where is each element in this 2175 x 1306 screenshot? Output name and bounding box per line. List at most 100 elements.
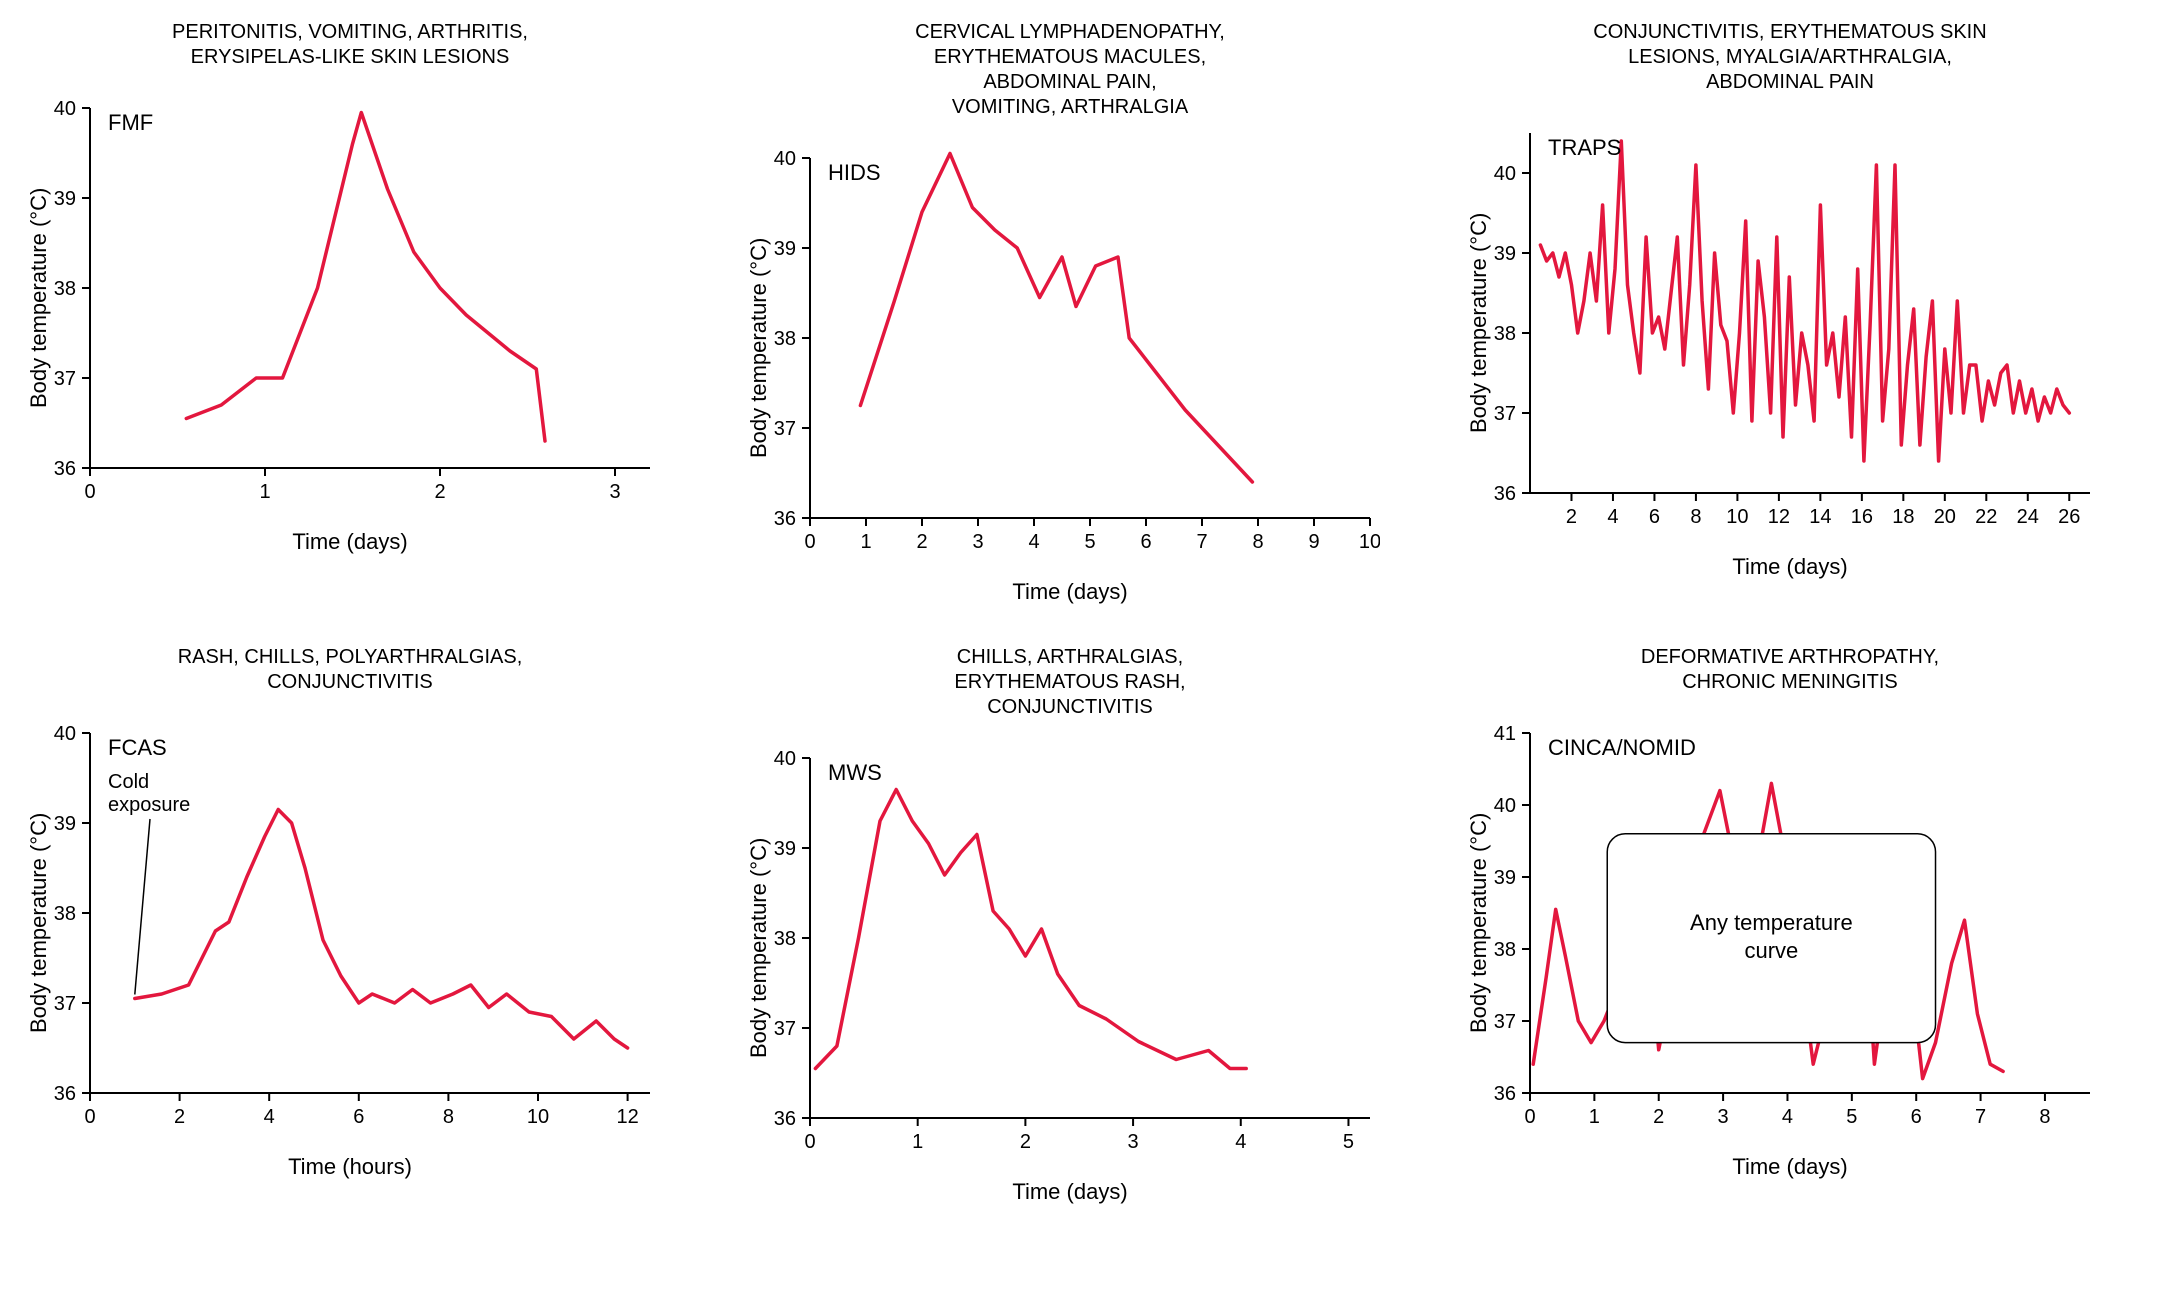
x-axis-label: Time (hours) <box>20 1154 680 1180</box>
svg-text:1: 1 <box>860 531 871 553</box>
y-axis-label: Body temperature (°C) <box>746 838 772 1058</box>
inset-label: MWS <box>828 760 882 785</box>
svg-text:36: 36 <box>1494 483 1516 505</box>
svg-text:exposure: exposure <box>108 794 190 816</box>
y-axis-label: Body temperature (°C) <box>746 238 772 458</box>
svg-text:37: 37 <box>774 418 796 440</box>
svg-text:4: 4 <box>1235 1131 1246 1153</box>
panel-title: CERVICAL LYMPHADENOPATHY, ERYTHEMATOUS M… <box>740 20 1400 120</box>
svg-text:0: 0 <box>84 481 95 503</box>
svg-text:4: 4 <box>264 1106 275 1128</box>
svg-text:18: 18 <box>1892 506 1914 528</box>
svg-text:36: 36 <box>774 508 796 530</box>
inset-label: CINCA/NOMID <box>1548 735 1696 760</box>
svg-text:36: 36 <box>1494 1083 1516 1105</box>
svg-text:0: 0 <box>804 1131 815 1153</box>
svg-text:36: 36 <box>774 1108 796 1130</box>
svg-text:2: 2 <box>1653 1106 1664 1128</box>
svg-text:1: 1 <box>912 1131 923 1153</box>
svg-text:37: 37 <box>54 368 76 390</box>
svg-text:10: 10 <box>527 1106 549 1128</box>
x-axis-label: Time (days) <box>740 579 1400 605</box>
svg-text:2: 2 <box>174 1106 185 1128</box>
svg-text:40: 40 <box>54 98 76 120</box>
svg-text:12: 12 <box>616 1106 638 1128</box>
svg-text:1: 1 <box>259 481 270 503</box>
x-axis-label: Time (days) <box>20 529 680 555</box>
y-axis-label: Body temperature (°C) <box>1466 813 1492 1033</box>
svg-text:10: 10 <box>1359 531 1380 553</box>
svg-text:0: 0 <box>84 1106 95 1128</box>
svg-text:7: 7 <box>1196 531 1207 553</box>
svg-text:5: 5 <box>1846 1106 1857 1128</box>
svg-text:40: 40 <box>1494 163 1516 185</box>
svg-text:8: 8 <box>1252 531 1263 553</box>
svg-text:38: 38 <box>1494 323 1516 345</box>
chart-cinca: 363738394041012345678CINCA/NOMIDAny temp… <box>1460 703 2100 1143</box>
svg-text:39: 39 <box>1494 243 1516 265</box>
svg-text:0: 0 <box>1524 1106 1535 1128</box>
svg-text:24: 24 <box>2017 506 2039 528</box>
panel-title: CHILLS, ARTHRALGIAS, ERYTHEMATOUS RASH, … <box>740 645 1400 720</box>
panel-title: PERITONITIS, VOMITING, ARTHRITIS, ERYSIP… <box>20 20 680 70</box>
svg-text:Any temperature: Any temperature <box>1690 910 1853 935</box>
svg-text:9: 9 <box>1308 531 1319 553</box>
svg-text:37: 37 <box>1494 403 1516 425</box>
x-axis-label: Time (days) <box>1460 554 2120 580</box>
svg-text:20: 20 <box>1934 506 1956 528</box>
inset-label: FCAS <box>108 735 167 760</box>
panel-title: CONJUNCTIVITIS, ERYTHEMATOUS SKIN LESION… <box>1460 20 2120 95</box>
svg-text:5: 5 <box>1343 1131 1354 1153</box>
svg-text:12: 12 <box>1768 506 1790 528</box>
panel-fcas: RASH, CHILLS, POLYARTHRALGIAS, CONJUNCTI… <box>20 645 680 1230</box>
y-axis-label: Body temperature (°C) <box>26 188 52 408</box>
svg-text:16: 16 <box>1851 506 1873 528</box>
svg-text:38: 38 <box>1494 939 1516 961</box>
x-axis-label: Time (days) <box>1460 1154 2120 1180</box>
inset-label: TRAPS <box>1548 135 1621 160</box>
svg-text:37: 37 <box>54 993 76 1015</box>
svg-text:39: 39 <box>774 838 796 860</box>
svg-text:4: 4 <box>1782 1106 1793 1128</box>
svg-text:38: 38 <box>774 328 796 350</box>
svg-text:36: 36 <box>54 458 76 480</box>
svg-text:2: 2 <box>916 531 927 553</box>
y-axis-label: Body temperature (°C) <box>26 813 52 1033</box>
svg-text:38: 38 <box>54 278 76 300</box>
inset-label: HIDS <box>828 160 881 185</box>
svg-text:7: 7 <box>1975 1106 1986 1128</box>
svg-text:39: 39 <box>54 813 76 835</box>
chart-traps: 36373839402468101214161820222426TRAPS <box>1460 103 2100 543</box>
svg-text:Cold: Cold <box>108 771 149 793</box>
svg-text:6: 6 <box>353 1106 364 1128</box>
svg-text:22: 22 <box>1975 506 1997 528</box>
svg-text:40: 40 <box>1494 795 1516 817</box>
svg-text:8: 8 <box>1690 506 1701 528</box>
svg-text:39: 39 <box>1494 867 1516 889</box>
svg-text:3: 3 <box>1128 1131 1139 1153</box>
svg-text:4: 4 <box>1607 506 1618 528</box>
panel-title: RASH, CHILLS, POLYARTHRALGIAS, CONJUNCTI… <box>20 645 680 695</box>
svg-text:3: 3 <box>609 481 620 503</box>
svg-text:6: 6 <box>1911 1106 1922 1128</box>
svg-text:37: 37 <box>774 1018 796 1040</box>
chart-fcas: 3637383940024681012FCASColdexposure <box>20 703 660 1143</box>
svg-text:40: 40 <box>54 723 76 745</box>
svg-text:41: 41 <box>1494 723 1516 745</box>
svg-text:10: 10 <box>1726 506 1748 528</box>
svg-text:3: 3 <box>1718 1106 1729 1128</box>
panel-title: DEFORMATIVE ARTHROPATHY, CHRONIC MENINGI… <box>1460 645 2120 695</box>
svg-text:14: 14 <box>1809 506 1831 528</box>
svg-text:40: 40 <box>774 148 796 170</box>
svg-text:40: 40 <box>774 748 796 770</box>
svg-text:38: 38 <box>54 903 76 925</box>
chart-hids: 3637383940012345678910HIDS <box>740 128 1380 568</box>
svg-text:38: 38 <box>774 928 796 950</box>
panel-hids: CERVICAL LYMPHADENOPATHY, ERYTHEMATOUS M… <box>740 20 1400 605</box>
svg-text:0: 0 <box>804 531 815 553</box>
y-axis-label: Body temperature (°C) <box>1466 213 1492 433</box>
panel-mws: CHILLS, ARTHRALGIAS, ERYTHEMATOUS RASH, … <box>740 645 1400 1230</box>
x-axis-label: Time (days) <box>740 1179 1400 1205</box>
panel-traps: CONJUNCTIVITIS, ERYTHEMATOUS SKIN LESION… <box>1460 20 2120 605</box>
svg-text:6: 6 <box>1649 506 1660 528</box>
